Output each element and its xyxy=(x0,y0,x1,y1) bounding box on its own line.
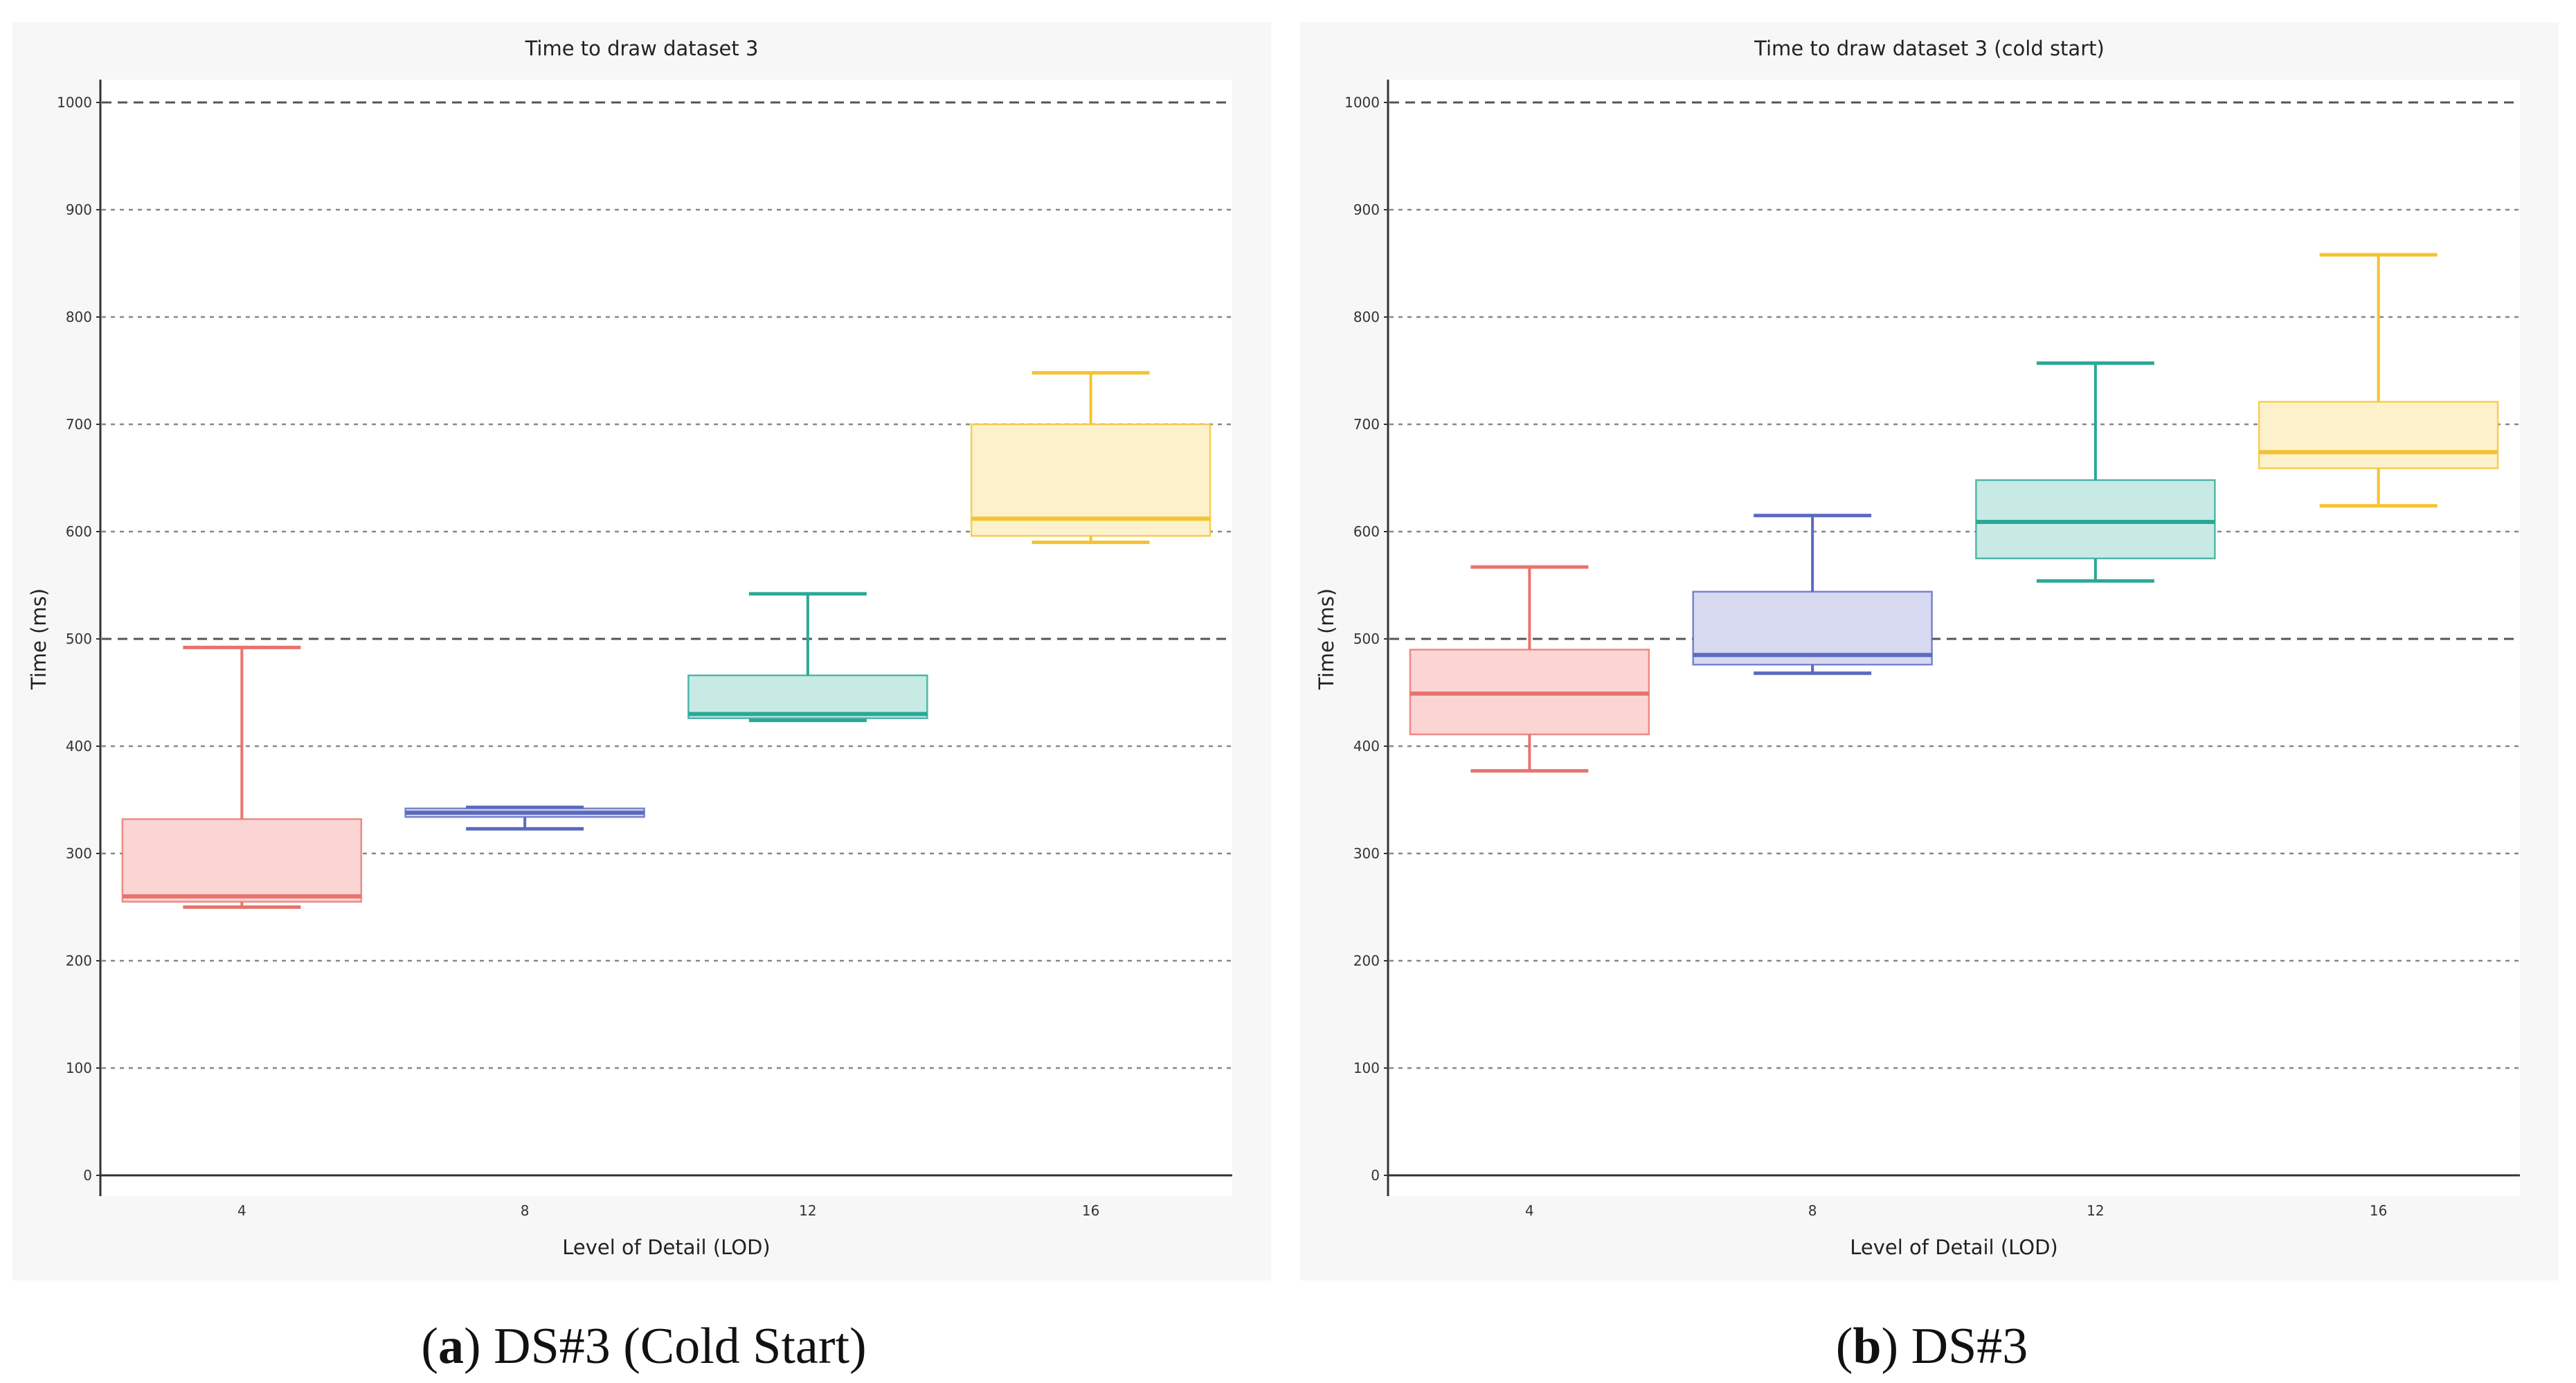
y-tick-label: 700 xyxy=(66,416,92,433)
chart-panel-b: Time to draw dataset 3 (cold start) 0 100 2… xyxy=(1300,22,2559,1281)
y-tick-label: 400 xyxy=(66,738,92,754)
y-tick-label: 200 xyxy=(66,952,92,969)
y-tick-label: 200 xyxy=(1353,952,1380,969)
y-tick-label: 600 xyxy=(66,523,92,540)
box-iqr xyxy=(2258,401,2499,469)
y-tick-label: 1000 xyxy=(57,94,92,111)
x-tick-label: 12 xyxy=(799,1202,816,1219)
y-tick-label: 0 xyxy=(1371,1167,1380,1184)
box-iqr xyxy=(1975,479,2216,559)
y-tick-label: 600 xyxy=(1353,523,1380,540)
y-tick-label: 800 xyxy=(66,309,92,325)
y-tick-label: 800 xyxy=(1353,309,1380,325)
chart-title: Time to draw dataset 3 (cold start) xyxy=(1754,37,2105,60)
chart-panel-a: Time to draw dataset 3 0 100 200 300 400 500 60… xyxy=(12,22,1271,1281)
box-iqr xyxy=(1692,590,1933,666)
y-tick-label: 100 xyxy=(1353,1060,1380,1076)
y-tick-label: 500 xyxy=(66,631,92,647)
x-tick-label: 8 xyxy=(1808,1202,1817,1219)
y-tick-label: 900 xyxy=(66,201,92,218)
y-tick-label: 100 xyxy=(66,1060,92,1076)
x-tick-label: 4 xyxy=(1525,1202,1534,1219)
caption-a-label: a xyxy=(438,1318,464,1375)
y-axis-label: Time (ms) xyxy=(27,588,51,690)
x-tick-label: 12 xyxy=(2087,1202,2104,1219)
y-tick-label: 0 xyxy=(83,1167,92,1184)
x-tick-label: 16 xyxy=(2370,1202,2387,1219)
caption-b-text: DS#3 xyxy=(1911,1318,2028,1375)
y-tick-label: 500 xyxy=(1353,631,1380,647)
y-tick-label: 700 xyxy=(1353,416,1380,433)
x-axis-label: Level of Detail (LOD) xyxy=(562,1236,771,1259)
y-tick-label: 900 xyxy=(1353,201,1380,218)
caption-a-text: DS#3 (Cold Start) xyxy=(494,1318,867,1375)
x-tick-label: 4 xyxy=(237,1202,246,1219)
box-iqr xyxy=(687,674,928,719)
y-tick-label: 1000 xyxy=(1344,94,1380,111)
y-tick-label: 300 xyxy=(1353,845,1380,862)
caption-a: (a) DS#3 (Cold Start) xyxy=(421,1318,867,1375)
caption-b-label: b xyxy=(1853,1318,1882,1375)
y-tick-label: 300 xyxy=(66,845,92,862)
box-iqr xyxy=(121,818,363,903)
x-tick-label: 8 xyxy=(521,1202,530,1219)
chart-title: Time to draw dataset 3 xyxy=(525,37,759,60)
y-axis-label: Time (ms) xyxy=(1315,588,1338,690)
caption-b: (b) DS#3 xyxy=(1835,1318,2028,1375)
x-tick-label: 16 xyxy=(1082,1202,1099,1219)
x-axis-label: Level of Detail (LOD) xyxy=(1850,1236,2058,1259)
y-tick-label: 400 xyxy=(1353,738,1380,754)
